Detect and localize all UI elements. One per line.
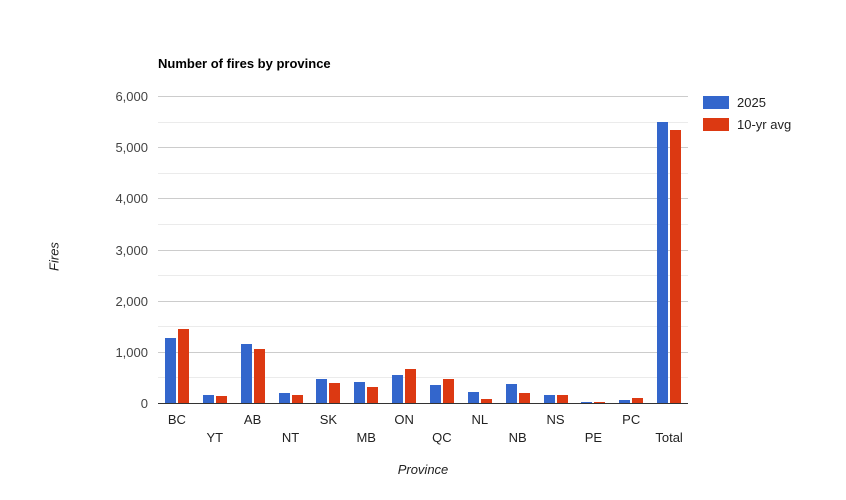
y-tick-label: 2,000: [115, 293, 148, 309]
bar-10-yr-avg-bc: [177, 329, 189, 403]
gridline-major: [158, 249, 688, 251]
bar-10-yr-avg-ns: [556, 394, 568, 403]
legend-swatch: [703, 96, 729, 109]
x-tick-label-total: Total: [655, 430, 683, 445]
x-tick-label-mb: MB: [356, 430, 376, 445]
gridline-minor: [158, 275, 688, 277]
x-tick-label-pe: PE: [584, 430, 603, 445]
bar-10-yr-avg-nt: [291, 394, 303, 403]
gridline-minor: [158, 377, 688, 379]
x-tick-label-nb: NB: [508, 430, 527, 445]
legend-label: 2025: [737, 95, 766, 110]
bar-2025-yt: [202, 395, 214, 403]
bar-2025-nt: [278, 393, 290, 403]
gridline-major: [158, 300, 688, 302]
bar-10-yr-avg-on: [405, 368, 417, 403]
bar-2025-qc: [429, 384, 441, 403]
x-tick-label-on: ON: [394, 412, 414, 427]
bar-2025-bc: [164, 337, 176, 403]
bar-10-yr-avg-total: [670, 130, 682, 403]
x-tick-label-ab: AB: [243, 412, 262, 427]
x-tick-label-qc: QC: [432, 430, 452, 445]
bar-10-yr-avg-ab: [253, 349, 265, 403]
x-axis-line: [158, 403, 688, 404]
gridline-minor: [158, 326, 688, 328]
x-tick-label-bc: BC: [167, 412, 186, 427]
bar-2025-ns: [543, 395, 555, 403]
y-axis-title: Fires: [46, 242, 62, 271]
y-tick-label: 4,000: [115, 191, 148, 207]
bar-10-yr-avg-pc: [632, 398, 644, 403]
gridline-major: [158, 147, 688, 149]
chart-title: Number of fires by province: [158, 56, 331, 71]
legend-item: 2025: [703, 96, 791, 109]
bar-2025-sk: [316, 379, 328, 403]
plot-area: [158, 96, 688, 403]
legend-item: 10-yr avg: [703, 118, 791, 131]
x-axis-title: Province: [397, 462, 449, 477]
gridline-major: [158, 351, 688, 353]
bar-2025-ab: [240, 344, 252, 403]
x-tick-label-nl: NL: [471, 412, 489, 427]
gridline-minor: [158, 172, 688, 174]
bar-10-yr-avg-sk: [329, 382, 341, 403]
bar-2025-nb: [505, 384, 517, 403]
legend: 2025 10-yr avg: [703, 96, 791, 140]
x-tick-label-nt: NT: [281, 430, 300, 445]
y-tick-label: 6,000: [115, 89, 148, 104]
x-tick-label-ns: NS: [546, 412, 565, 427]
gridline-minor: [158, 223, 688, 225]
bar-2025-on: [392, 374, 404, 403]
gridline-major: [158, 198, 688, 200]
gridline-major: [158, 96, 688, 97]
y-tick-label: 3,000: [115, 242, 148, 258]
x-tick-label-yt: YT: [206, 430, 224, 445]
bar-10-yr-avg-pe: [594, 402, 606, 403]
bar-2025-pe: [581, 401, 593, 403]
bar-2025-nl: [467, 392, 479, 403]
bar-10-yr-avg-qc: [442, 379, 454, 403]
bar-2025-mb: [354, 382, 366, 403]
y-tick-label: 1,000: [115, 344, 148, 360]
bar-2025-total: [657, 121, 669, 403]
y-tick-label: 0: [140, 396, 148, 411]
legend-swatch: [703, 118, 729, 131]
legend-label: 10-yr avg: [737, 117, 792, 132]
x-tick-label-pc: PC: [622, 412, 641, 427]
bar-10-yr-avg-mb: [367, 386, 379, 403]
bar-10-yr-avg-nb: [518, 392, 530, 403]
bar-2025-pc: [619, 399, 631, 403]
bar-10-yr-avg-nl: [480, 398, 492, 403]
bar-10-yr-avg-yt: [215, 396, 227, 403]
x-tick-label-sk: SK: [319, 412, 338, 427]
y-tick-label: 5,000: [115, 140, 148, 156]
gridline-minor: [158, 121, 688, 123]
